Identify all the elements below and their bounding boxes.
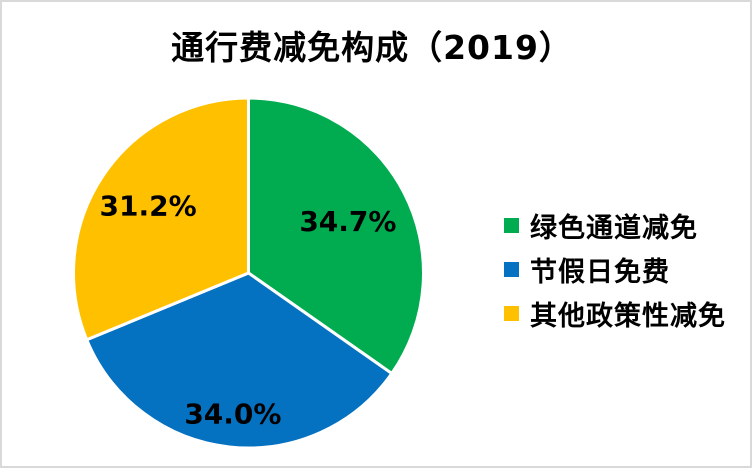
pie-slice-value-label-1: 34.0% (184, 397, 281, 430)
legend-label: 其他政策性减免 (530, 300, 726, 332)
chart-title: 通行费减免构成（2019） (171, 28, 573, 67)
pie-slice-1 (85, 271, 394, 450)
legend-swatch-icon (504, 217, 519, 233)
legend-item-1: 节假日免费 (504, 247, 726, 291)
legend-label: 节假日免费 (530, 256, 670, 288)
legend-item-2: 其他政策性减免 (504, 291, 726, 335)
legend-swatch-icon (504, 305, 519, 321)
pie-slice-value-label-2: 31.2% (100, 189, 197, 222)
legend-item-0: 绿色通道减免 (504, 203, 726, 247)
legend-swatch-icon (504, 261, 519, 277)
pie-slice-2 (72, 96, 250, 342)
pie-slice-0 (247, 96, 425, 375)
legend-label: 绿色通道减免 (530, 212, 698, 244)
legend: 绿色通道减免 节假日免费其他政策性减免 (504, 203, 726, 335)
pie-slice-value-label-0: 34.7% (299, 205, 396, 238)
